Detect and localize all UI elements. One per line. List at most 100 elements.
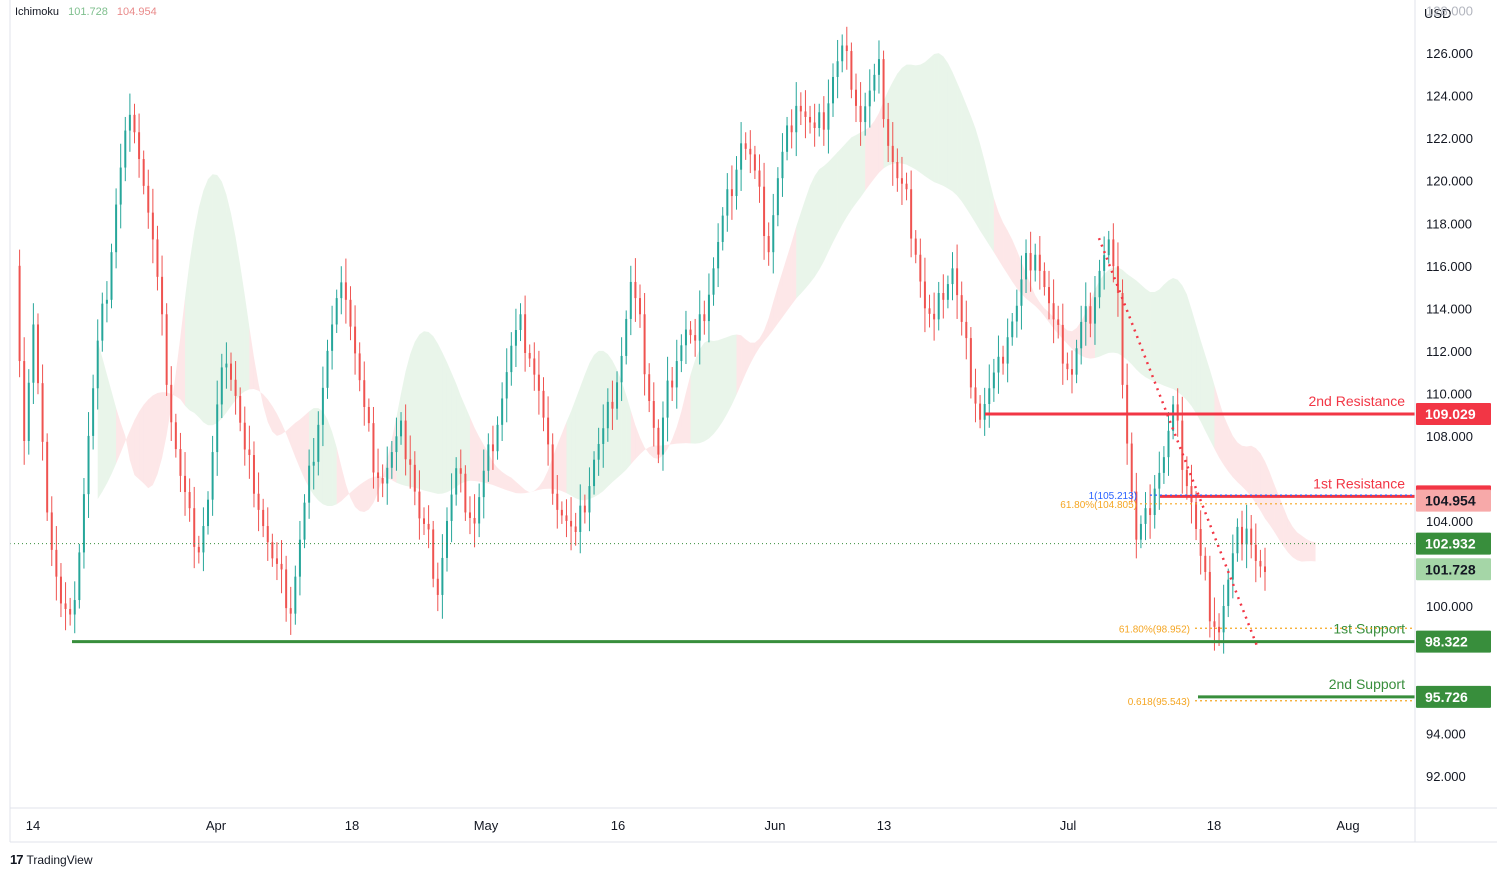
candle-body bbox=[133, 114, 136, 133]
candle-body bbox=[841, 45, 844, 62]
cloud-segment bbox=[217, 175, 222, 423]
cloud-segment bbox=[708, 340, 714, 439]
cloud-segment bbox=[635, 425, 640, 460]
candle-body bbox=[1038, 254, 1041, 271]
price-badge bbox=[1416, 685, 1491, 708]
candle-body bbox=[602, 428, 605, 444]
cloud-segment bbox=[1196, 324, 1201, 422]
price-badge-label: 98.322 bbox=[1425, 634, 1468, 650]
cloud-segment bbox=[483, 444, 489, 484]
cloud-segment bbox=[460, 395, 466, 484]
cloud-segment bbox=[258, 383, 264, 406]
price-badge bbox=[1416, 532, 1491, 555]
y-tick-label: 110.000 bbox=[1426, 386, 1472, 401]
candle-body bbox=[988, 388, 991, 404]
cloud-segment bbox=[819, 166, 824, 270]
candle-body bbox=[583, 505, 586, 513]
candle-body bbox=[786, 125, 789, 152]
cloud-segment bbox=[989, 179, 994, 253]
cloud-segment bbox=[433, 336, 438, 494]
cloud-segment bbox=[865, 126, 870, 191]
x-tick-label: Apr bbox=[206, 818, 227, 833]
candle-body bbox=[1199, 529, 1202, 556]
cloud-segment bbox=[984, 161, 990, 246]
candle-body bbox=[55, 549, 58, 577]
cloud-segment bbox=[584, 363, 590, 501]
candle-body bbox=[956, 268, 959, 296]
cloud-segment bbox=[810, 175, 815, 284]
candle-body bbox=[721, 215, 724, 242]
indicator-name: Ichimoku bbox=[15, 6, 60, 18]
candle-body bbox=[349, 299, 352, 327]
candle-body bbox=[1093, 297, 1096, 324]
candle-body bbox=[317, 424, 320, 462]
candle-body bbox=[423, 518, 426, 524]
cloud-segment bbox=[428, 332, 434, 493]
candle-body bbox=[482, 470, 485, 498]
candle-body bbox=[1130, 443, 1133, 492]
candle-body bbox=[528, 352, 531, 359]
candle-body bbox=[1172, 404, 1175, 431]
cloud-segment bbox=[1113, 267, 1118, 354]
cloud-segment bbox=[515, 481, 521, 494]
candle-body bbox=[1112, 239, 1115, 267]
cloud-segment bbox=[658, 445, 663, 459]
cloud-segment bbox=[791, 226, 797, 305]
cloud-segment bbox=[1287, 518, 1293, 558]
cloud-segment bbox=[1127, 273, 1132, 365]
candle-body bbox=[1034, 254, 1037, 271]
tradingview-watermark[interactable]: 17 TradingView bbox=[10, 852, 93, 867]
cloud-segment bbox=[465, 406, 470, 482]
cloud-segment bbox=[924, 58, 930, 180]
cloud-segment bbox=[993, 197, 999, 260]
cloud-segment bbox=[1049, 312, 1054, 329]
level-label: 1st Resistance bbox=[1313, 475, 1405, 491]
price-badges: 109.029105.15698.32295.726104.954102.932… bbox=[1416, 403, 1491, 708]
candle-body bbox=[910, 189, 913, 239]
candle-body bbox=[519, 314, 522, 331]
cloud-segment bbox=[492, 462, 498, 487]
price-badge-label: 102.932 bbox=[1425, 536, 1476, 552]
cloud-segment bbox=[230, 213, 236, 407]
candle-body bbox=[1218, 626, 1221, 633]
price-badge bbox=[1416, 489, 1491, 512]
cloud-segment bbox=[401, 371, 406, 486]
cloud-segment bbox=[695, 349, 700, 444]
y-tick-label: 126.000 bbox=[1426, 46, 1473, 61]
candle-body bbox=[243, 422, 246, 450]
candle-body bbox=[616, 382, 619, 409]
cloud-segment bbox=[878, 101, 884, 173]
candle-body bbox=[781, 151, 784, 179]
candle-body bbox=[436, 578, 439, 595]
candle-body bbox=[400, 420, 403, 437]
cloud-segment bbox=[111, 391, 117, 475]
cloud-segment bbox=[1108, 267, 1114, 353]
cloud-segment bbox=[617, 369, 622, 479]
indicator-legend[interactable]: Ichimoku 101.728 104.954 bbox=[15, 6, 163, 18]
cloud-segment bbox=[957, 82, 962, 202]
cloud-segment bbox=[143, 399, 149, 489]
candle-body bbox=[275, 558, 278, 564]
candle-body bbox=[1167, 430, 1170, 458]
candle-body bbox=[992, 372, 995, 389]
candle-body bbox=[657, 427, 660, 455]
cloud-segment bbox=[860, 130, 866, 198]
cloud-segment bbox=[373, 476, 379, 503]
x-tick-label: Jul bbox=[1060, 818, 1077, 833]
candle-body bbox=[395, 436, 398, 453]
cloud-segment bbox=[102, 357, 107, 492]
x-axis[interactable]: 14 Apr 18 May 16 Jun 13 Jul 18 Aug bbox=[26, 818, 1360, 833]
candle-body bbox=[147, 185, 150, 213]
cloud-segment bbox=[915, 64, 921, 173]
cloud-segment bbox=[479, 436, 484, 483]
candle-body bbox=[427, 523, 430, 530]
cloud-segment bbox=[391, 417, 397, 483]
candle-body bbox=[850, 51, 853, 90]
candle-body bbox=[266, 526, 269, 543]
cloud-segment bbox=[1021, 261, 1027, 299]
candle-body bbox=[1080, 321, 1083, 349]
cloud-segment bbox=[1297, 532, 1302, 562]
